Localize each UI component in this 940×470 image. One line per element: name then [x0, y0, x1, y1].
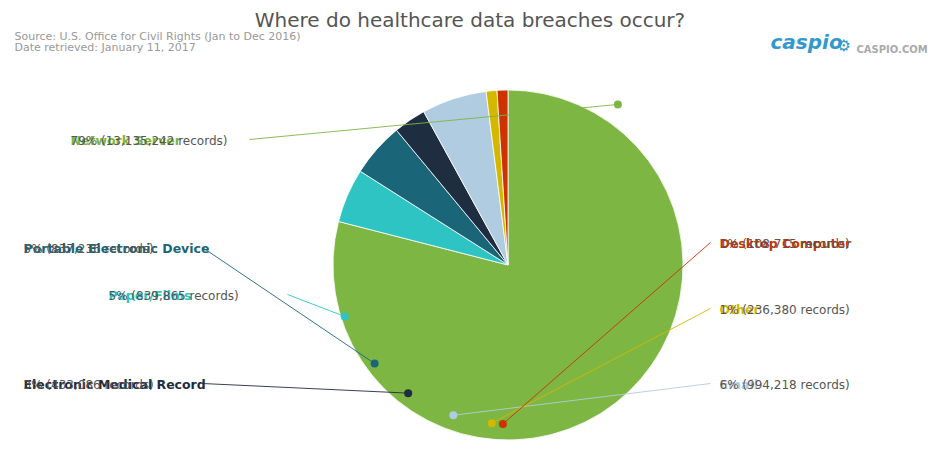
svg-text:79% (13,135,242 records): 79% (13,135,242 records)	[71, 134, 228, 148]
svg-text:Source: U.S. Office for Civil: Source: U.S. Office for Civil Rights (Ja…	[15, 30, 301, 54]
svg-text:5% (837,236 records): 5% (837,236 records)	[24, 242, 154, 256]
html-text:Where do healthcare data breac: Where do healthcare data breaches occur?	[254, 8, 686, 32]
svg-text:6% (994,218 records): 6% (994,218 records)	[720, 378, 850, 392]
svg-text:Electronic Medical Record: Electronic Medical Record	[24, 377, 206, 392]
svg-text:⚙: ⚙	[837, 36, 851, 55]
svg-text:1% (108,715 records): 1% (108,715 records)	[720, 237, 850, 251]
svg-text:CASPIO.COM: CASPIO.COM	[857, 44, 928, 55]
svg-text:Portable Electronic Device: Portable Electronic Device	[24, 241, 210, 256]
svg-text:3% (433,086 records): 3% (433,086 records)	[24, 378, 154, 392]
svg-text:5% (839,865 records): 5% (839,865 records)	[109, 289, 239, 303]
svg-text:1% (236,380 records): 1% (236,380 records)	[720, 303, 850, 317]
svg-text:Desktop Computer: Desktop Computer	[720, 236, 853, 251]
svg-text:caspio: caspio	[771, 30, 843, 54]
